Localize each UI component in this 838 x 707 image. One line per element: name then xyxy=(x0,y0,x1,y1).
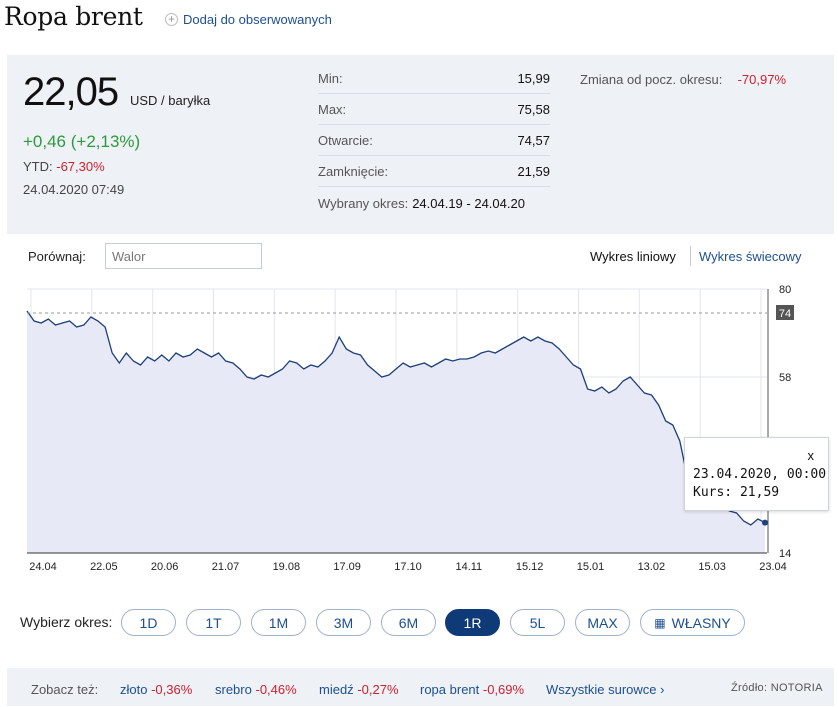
calendar-icon: ▦ xyxy=(654,615,666,630)
y-tick-label: 80 xyxy=(779,284,791,296)
x-tick-label: 21.07 xyxy=(212,561,240,573)
source-label: Źródło: xyxy=(731,682,768,694)
period-button-1m[interactable]: 1M xyxy=(251,609,306,636)
x-tick-label: 24.04 xyxy=(29,561,57,573)
x-tick-label: 14.11 xyxy=(455,561,482,573)
candlestick-chart-tab[interactable]: Wykres świecowy xyxy=(699,249,802,264)
plus-icon: + xyxy=(165,13,178,26)
x-tick-label: 19.08 xyxy=(273,561,301,573)
footer-link-gold[interactable]: złoto -0,36% xyxy=(120,682,192,697)
period-change-value: -70,97% xyxy=(737,72,786,87)
period-change-label: Zmiana od pocz. okresu: xyxy=(580,72,723,87)
all-commodities-label: Wszystkie surowce xyxy=(546,682,657,697)
period-button-6m[interactable]: 6M xyxy=(381,609,436,636)
x-tick-label: 15.03 xyxy=(698,561,726,573)
stat-label: Min: xyxy=(318,71,343,86)
x-tick-label: 20.06 xyxy=(151,561,179,573)
selected-period: Wybrany okres: 24.04.19 - 24.04.20 xyxy=(318,196,525,211)
period-button-custom[interactable]: ▦ WŁASNY xyxy=(640,609,745,636)
page-title: Ropa brent xyxy=(4,2,143,31)
price-unit: USD / baryłka xyxy=(130,93,211,108)
current-price: 22,05 xyxy=(23,70,119,114)
footer-link-change: -0,46% xyxy=(255,682,297,697)
ytd-value: -67,30% xyxy=(56,159,105,174)
footer-link-copper[interactable]: miedź -0,27% xyxy=(319,682,399,697)
daily-change: +0,46 (+2,13%) xyxy=(23,132,141,151)
compare-label: Porównaj: xyxy=(28,249,86,264)
period-button-1d[interactable]: 1D xyxy=(121,609,176,636)
footer-link-change: -0,27% xyxy=(357,682,399,697)
stat-value: 74,57 xyxy=(517,133,550,148)
current-value-label: 74 xyxy=(779,308,791,320)
line-chart-tab[interactable]: Wykres liniowy xyxy=(590,249,676,264)
x-tick-label: 17.10 xyxy=(394,561,422,573)
hover-point-marker xyxy=(762,519,768,526)
stat-row-min: Min: 15,99 xyxy=(318,63,550,94)
current-value-badge xyxy=(776,305,794,320)
period-selector-label: Wybierz okres: xyxy=(20,614,113,630)
period-button-1t[interactable]: 1T xyxy=(186,609,241,636)
x-tick-label: 23.04 xyxy=(759,561,787,573)
x-tick-label: 15.01 xyxy=(577,561,605,573)
period-value: 24.04.19 - 24.04.20 xyxy=(412,196,525,211)
stat-row-open: Otwarcie: 74,57 xyxy=(318,125,550,156)
tooltip-date: 23.04.2020, 00:00 xyxy=(693,467,827,482)
footer-link-brent[interactable]: ropa brent -0,69% xyxy=(420,682,524,697)
stat-row-close: Zamknięcie: 21,59 xyxy=(318,156,550,187)
chevron-right-icon: › xyxy=(660,682,665,697)
stat-label: Zamknięcie: xyxy=(318,164,389,179)
stat-label: Max: xyxy=(318,102,347,117)
ytd-label: YTD: xyxy=(23,159,53,174)
footer-link-name: złoto xyxy=(120,682,148,697)
y-tick-label: 14 xyxy=(779,548,791,560)
add-to-watchlist-label: Dodaj do obserwowanych xyxy=(183,12,332,27)
quote-timestamp: 24.04.2020 07:49 xyxy=(23,182,125,197)
custom-period-label: WŁASNY xyxy=(671,614,731,631)
footer-link-silver[interactable]: srebro -0,46% xyxy=(215,682,297,697)
footer-link-change: -0,36% xyxy=(151,682,193,697)
period-button-5l[interactable]: 5L xyxy=(510,609,565,636)
stat-value: 15,99 xyxy=(517,71,550,86)
all-commodities-link[interactable]: Wszystkie surowce › xyxy=(546,682,665,697)
stat-value: 75,58 xyxy=(517,102,550,117)
stats-table: Min: 15,99 Max: 75,58 Otwarcie: 74,57 Za… xyxy=(318,63,550,187)
tooltip-value: Kurs: 21,59 xyxy=(693,485,780,500)
source-value: NOTORIA xyxy=(770,682,823,694)
close-icon[interactable]: x xyxy=(807,448,815,463)
x-tick-label: 13.02 xyxy=(638,561,666,573)
period-button-1r[interactable]: 1R xyxy=(445,609,500,636)
footer-link-change: -0,69% xyxy=(482,682,525,697)
footer-link-name: srebro xyxy=(215,682,252,697)
see-also-label: Zobacz też: xyxy=(31,682,99,697)
add-to-watchlist-button[interactable]: + Dodaj do obserwowanych xyxy=(165,12,332,27)
stat-label: Otwarcie: xyxy=(318,133,373,148)
period-button-3m[interactable]: 3M xyxy=(316,609,371,636)
compare-input[interactable] xyxy=(105,243,262,269)
stat-value: 21,59 xyxy=(517,164,550,179)
x-tick-label: 17.09 xyxy=(333,561,361,573)
chart-tooltip: x 23.04.2020, 00:00 Kurs: 21,59 xyxy=(684,437,829,511)
ytd-change: YTD: -67,30% xyxy=(23,159,105,174)
footer-link-name: ropa brent xyxy=(420,682,480,697)
footer-link-name: miedź xyxy=(319,682,354,697)
price-line xyxy=(26,310,766,526)
stat-row-max: Max: 75,58 xyxy=(318,94,550,125)
x-tick-label: 15.12 xyxy=(516,561,544,573)
period-label: Wybrany okres: xyxy=(318,196,409,211)
period-button-max[interactable]: MAX xyxy=(575,609,630,636)
x-tick-label: 22.05 xyxy=(90,561,118,573)
footer-bar xyxy=(7,668,834,706)
y-tick-label: 58 xyxy=(779,372,791,384)
price-area xyxy=(27,311,765,553)
tab-divider xyxy=(690,246,691,266)
data-source: Źródło: NOTORIA xyxy=(731,682,823,694)
period-change: Zmiana od pocz. okresu: -70,97% xyxy=(580,72,786,87)
